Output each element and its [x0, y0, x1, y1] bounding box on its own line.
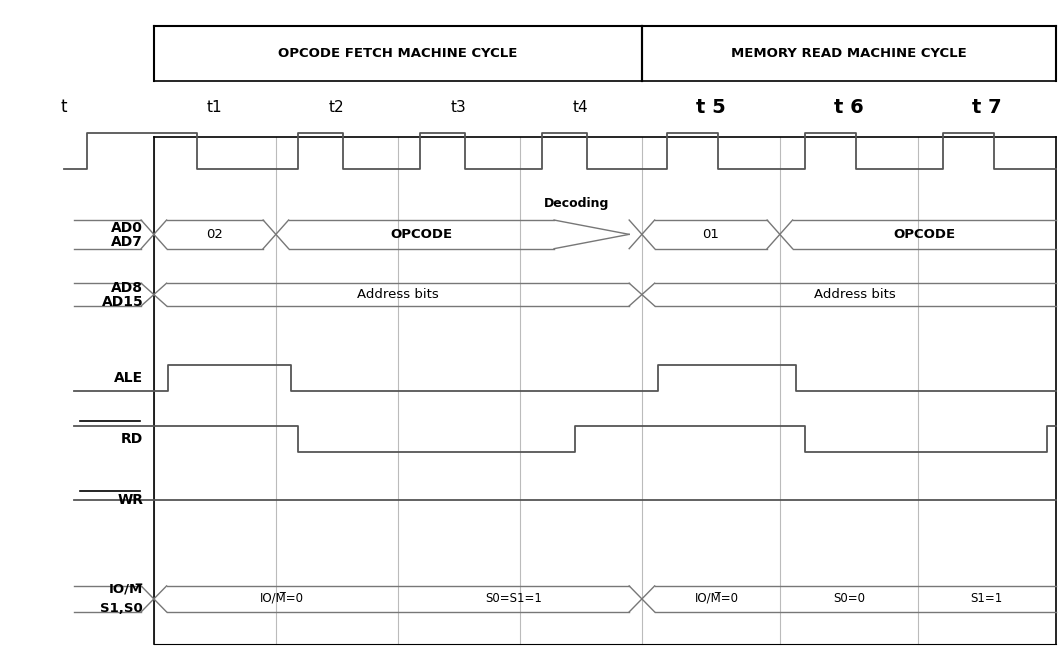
- Text: IO/M̅=0: IO/M̅=0: [695, 592, 740, 605]
- Text: 01: 01: [702, 228, 719, 241]
- Text: S1,S0: S1,S0: [101, 602, 143, 615]
- Text: 02: 02: [207, 228, 223, 241]
- Text: t: t: [60, 98, 67, 117]
- Text: OPCODE FETCH MACHINE CYCLE: OPCODE FETCH MACHINE CYCLE: [278, 48, 518, 60]
- Text: S0=S1=1: S0=S1=1: [485, 592, 542, 605]
- Text: OPCODE: OPCODE: [893, 228, 955, 241]
- Text: t1: t1: [207, 100, 223, 115]
- Text: AD15: AD15: [102, 296, 143, 309]
- Text: WR: WR: [117, 493, 143, 507]
- Text: IO/M̅=0: IO/M̅=0: [260, 592, 305, 605]
- Text: IO/M̅: IO/M̅: [109, 584, 143, 597]
- Text: S0=0: S0=0: [833, 592, 865, 605]
- Text: OPCODE: OPCODE: [390, 228, 452, 241]
- Text: S1=1: S1=1: [971, 592, 1003, 605]
- Text: t4: t4: [573, 100, 589, 115]
- Text: Address bits: Address bits: [814, 288, 897, 301]
- Text: MEMORY READ MACHINE CYCLE: MEMORY READ MACHINE CYCLE: [731, 48, 967, 60]
- Text: RD: RD: [121, 432, 143, 447]
- Text: t2: t2: [329, 100, 345, 115]
- Text: t3: t3: [451, 100, 467, 115]
- Text: Address bits: Address bits: [356, 288, 439, 301]
- Text: ALE: ALE: [115, 370, 143, 385]
- Text: t 6: t 6: [834, 98, 864, 117]
- Text: AD8: AD8: [111, 281, 143, 295]
- Text: AD0: AD0: [111, 221, 143, 235]
- Text: t 5: t 5: [696, 98, 726, 117]
- Text: t 7: t 7: [972, 98, 1002, 117]
- Text: AD7: AD7: [111, 235, 143, 249]
- Text: Decoding: Decoding: [544, 197, 609, 210]
